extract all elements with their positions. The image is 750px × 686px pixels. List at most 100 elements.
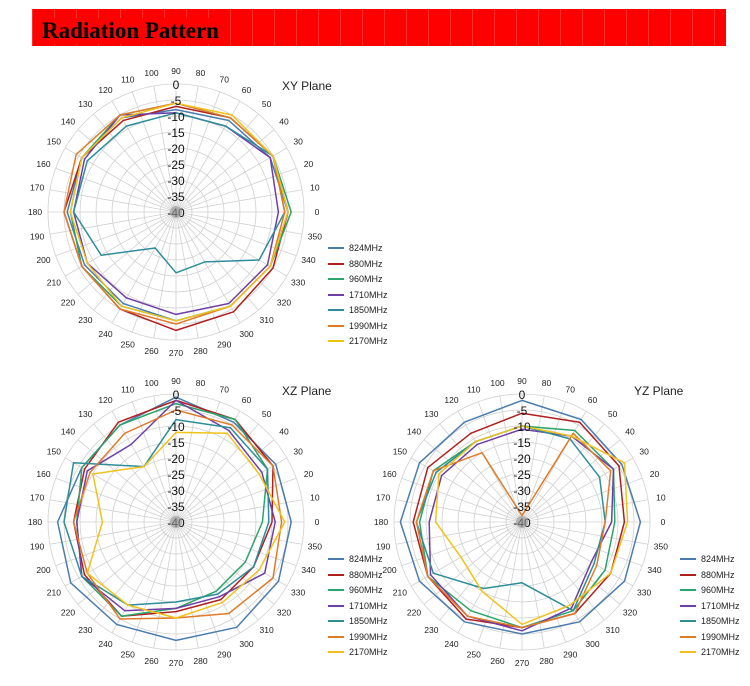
angle-tick-label: 140 [407, 426, 421, 436]
angle-tick-label: 80 [542, 378, 552, 388]
legend-item: 1850MHz [328, 304, 408, 316]
grid-spoke [410, 521, 523, 587]
legend-label: 880MHz [701, 569, 735, 580]
grid-spoke [175, 521, 303, 545]
series-line-2170mhz [86, 431, 286, 619]
angle-tick-label: 350 [308, 541, 322, 551]
angle-tick-label: 110 [467, 385, 481, 395]
angle-tick-label: 60 [588, 395, 598, 405]
angle-tick-label: 150 [47, 447, 61, 457]
legend-item: 880MHz [328, 258, 408, 270]
legend-swatch [328, 620, 344, 622]
angle-tick-label: 30 [639, 447, 649, 457]
grid-spoke [423, 439, 523, 523]
series-line-1850mhz [72, 112, 286, 274]
legend-swatch [328, 340, 344, 342]
legend-label: 2170MHz [349, 336, 388, 346]
legend-item: 2170MHz [328, 335, 408, 347]
grid-spoke [439, 521, 523, 621]
series-line-1990mhz [415, 432, 612, 629]
grid-spoke [521, 521, 649, 545]
grid-spoke [521, 477, 643, 523]
series-line-2170mhz [434, 425, 629, 626]
center-hub [516, 516, 528, 528]
angle-tick-label: 170 [30, 183, 44, 193]
legend-item: 2170MHz [680, 646, 750, 658]
angle-tick-label: 280 [539, 656, 553, 666]
legend-swatch [680, 558, 696, 560]
angle-tick-label: 270 [515, 658, 529, 668]
radial-tick-label: 0 [173, 78, 180, 92]
angle-tick-label: 130 [424, 409, 438, 419]
grid-spoke [175, 423, 259, 523]
grid-spoke [77, 521, 177, 605]
grid-spoke [175, 211, 288, 277]
legend-item: 960MHz [328, 584, 408, 596]
grid-spoke [153, 521, 177, 649]
angle-tick-label: 210 [47, 588, 61, 598]
radial-tick-label: 0 [173, 388, 180, 402]
angle-tick-label: 310 [606, 625, 620, 635]
angle-tick-label: 340 [301, 565, 315, 575]
legend-item: 1710MHz [680, 600, 750, 612]
grid-spoke [401, 521, 523, 567]
angle-tick-label: 120 [98, 85, 112, 95]
angle-tick-label: 280 [193, 346, 207, 356]
grid-spoke [55, 477, 177, 523]
angle-tick-label: 220 [407, 608, 421, 618]
radial-tick-label: -15 [513, 436, 531, 450]
legend-swatch [328, 651, 344, 653]
legend-swatch [328, 573, 344, 576]
angle-tick-label: 90 [171, 66, 181, 76]
page-title: Radiation Pattern [42, 18, 223, 44]
angle-tick-label: 130 [78, 409, 92, 419]
grid-spoke [175, 100, 241, 213]
angle-tick-label: 160 [382, 469, 396, 479]
legend-label: 824MHz [701, 554, 735, 564]
angle-tick-label: 250 [467, 649, 481, 659]
angle-tick-label: 270 [169, 348, 183, 358]
grid-spoke [499, 395, 523, 523]
grid-spoke [521, 521, 567, 643]
series-line-1710mhz [76, 399, 276, 612]
series-line-824mhz [399, 399, 642, 635]
angle-tick-label: 10 [310, 493, 320, 503]
legend-swatch [680, 651, 696, 653]
legend-label: 960MHz [701, 585, 735, 595]
legend-swatch [328, 589, 344, 591]
grid-spoke [175, 211, 199, 339]
angle-tick-label: 350 [654, 541, 668, 551]
grid-spoke [175, 457, 288, 523]
radial-tick-label: -10 [167, 420, 185, 434]
radial-tick-label: -10 [167, 110, 185, 124]
angle-tick-label: 20 [304, 159, 314, 169]
legend-label: 1850MHz [349, 305, 388, 315]
grid-spoke [521, 521, 643, 567]
grid-spoke [395, 521, 523, 545]
angle-tick-label: 70 [219, 385, 229, 395]
legend-label: 1710MHz [349, 600, 388, 611]
series-line-2170mhz [69, 102, 289, 322]
radial-tick-label: -5 [171, 94, 182, 108]
legend-item: 880MHz [328, 569, 408, 581]
radial-tick-label: -15 [167, 436, 185, 450]
grid-spoke [521, 395, 545, 523]
legend-item: 1990MHz [328, 320, 408, 332]
angle-tick-label: 50 [262, 99, 272, 109]
grid-spoke [175, 499, 303, 523]
legend-item: 880MHz [680, 569, 750, 581]
radial-tick-label: -30 [167, 484, 185, 498]
angle-tick-label: 140 [61, 426, 75, 436]
angle-tick-label: 120 [444, 395, 458, 405]
radial-tick-label: -25 [513, 468, 531, 482]
angle-tick-label: 300 [239, 639, 253, 649]
grid-spoke [175, 211, 241, 324]
radial-tick-label: -5 [171, 404, 182, 418]
grid-spoke [439, 423, 523, 523]
legend-item: 1710MHz [328, 600, 408, 612]
radial-tick-label: -25 [167, 158, 185, 172]
radial-tick-label: -10 [513, 420, 531, 434]
grid-spoke [175, 410, 241, 523]
center-hub [170, 516, 182, 528]
grid-spoke [521, 521, 634, 587]
